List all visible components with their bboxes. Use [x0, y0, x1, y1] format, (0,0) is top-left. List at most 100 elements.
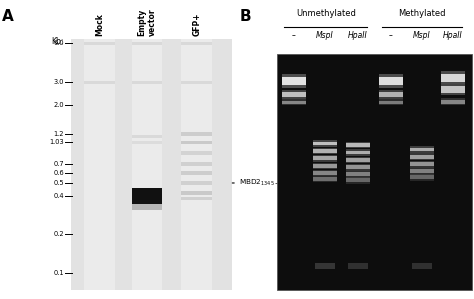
Bar [346, 142, 370, 148]
Text: Methylated: Methylated [398, 9, 446, 18]
Bar [84, 39, 115, 290]
Bar [181, 171, 212, 175]
Bar [181, 141, 212, 144]
Bar [410, 155, 434, 159]
Text: 0.5: 0.5 [54, 180, 64, 186]
Bar [84, 81, 115, 83]
Bar [346, 171, 370, 178]
Bar [313, 170, 337, 176]
Bar [441, 86, 465, 93]
Text: HpaII: HpaII [348, 31, 368, 40]
Text: $\mathrm{MBD2}_{1345-1947}$: $\mathrm{MBD2}_{1345-1947}$ [239, 178, 294, 188]
Bar [313, 149, 337, 153]
Bar [282, 91, 306, 97]
Bar [410, 169, 434, 173]
Text: 2.0: 2.0 [54, 102, 64, 108]
Bar [379, 90, 403, 99]
Bar [412, 263, 432, 269]
Text: –: – [389, 31, 393, 40]
Bar [346, 177, 370, 184]
Bar [346, 157, 370, 163]
Text: MspI: MspI [413, 31, 431, 40]
Bar [346, 158, 370, 162]
Bar [379, 91, 403, 97]
Bar [313, 164, 337, 168]
Bar [181, 42, 212, 45]
Bar [84, 42, 115, 45]
Bar [282, 74, 306, 88]
Bar [131, 141, 162, 144]
Bar [277, 54, 472, 290]
Text: Mock: Mock [95, 13, 104, 36]
Text: 0.1: 0.1 [54, 270, 64, 276]
Bar [131, 188, 162, 205]
Bar [282, 99, 306, 105]
Bar [346, 150, 370, 155]
Bar [181, 162, 212, 166]
Text: 1.03: 1.03 [49, 139, 64, 145]
Bar [410, 147, 434, 152]
Bar [410, 153, 434, 160]
Bar [441, 98, 465, 105]
Bar [379, 77, 403, 85]
Bar [346, 172, 370, 176]
Text: MspI: MspI [316, 31, 334, 40]
Bar [282, 100, 306, 104]
Bar [181, 151, 212, 155]
Bar [313, 140, 337, 147]
Text: –: – [292, 31, 296, 40]
Text: GFP+: GFP+ [192, 12, 201, 36]
Bar [410, 162, 434, 167]
Bar [346, 149, 370, 156]
Text: Unmethylated: Unmethylated [296, 9, 356, 18]
Bar [131, 42, 162, 45]
Bar [313, 155, 337, 162]
Bar [313, 171, 337, 175]
Text: 0.7: 0.7 [54, 161, 64, 167]
Bar [313, 176, 337, 182]
Bar [181, 132, 212, 135]
Bar [379, 74, 403, 88]
Bar [181, 39, 212, 290]
Bar [441, 100, 465, 104]
Bar [441, 71, 465, 84]
Bar [346, 143, 370, 147]
Bar [313, 177, 337, 181]
Text: 6.0: 6.0 [54, 40, 64, 46]
Bar [379, 100, 403, 104]
Bar [131, 135, 162, 138]
Text: 1.2: 1.2 [54, 131, 64, 137]
Bar [410, 175, 434, 179]
Bar [313, 148, 337, 154]
Text: 0.6: 0.6 [54, 170, 64, 176]
Bar [379, 99, 403, 105]
Bar [313, 156, 337, 161]
Text: Empty
vector: Empty vector [137, 8, 156, 36]
Bar [181, 181, 212, 185]
Bar [315, 263, 335, 269]
Text: 0.2: 0.2 [54, 231, 64, 237]
Bar [410, 146, 434, 153]
Bar [181, 197, 212, 200]
Bar [441, 74, 465, 82]
Bar [181, 191, 212, 195]
Bar [410, 174, 434, 181]
Text: 3.0: 3.0 [54, 79, 64, 85]
Bar [346, 164, 370, 171]
Bar [346, 165, 370, 170]
Text: Kb:: Kb: [52, 37, 64, 46]
Text: 0.4: 0.4 [54, 193, 64, 199]
Bar [181, 81, 212, 83]
Bar [131, 205, 162, 210]
Text: HpaII: HpaII [443, 31, 463, 40]
Text: A: A [2, 9, 14, 24]
Bar [313, 141, 337, 146]
Bar [410, 161, 434, 168]
Bar [346, 178, 370, 182]
Text: B: B [239, 9, 251, 24]
Bar [348, 263, 368, 269]
Bar [410, 168, 434, 175]
Bar [131, 39, 162, 290]
Bar [282, 77, 306, 85]
Bar [131, 81, 162, 83]
